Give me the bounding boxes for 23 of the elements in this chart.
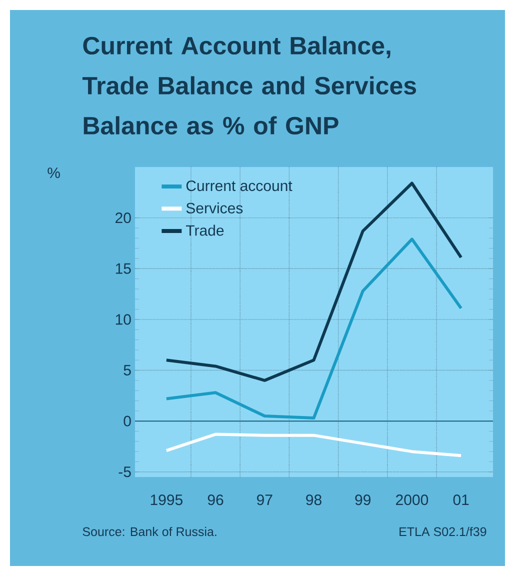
y-tick-label: 0 <box>124 416 131 426</box>
y-tick-label: -5 <box>118 466 131 478</box>
x-tick-label: 97 <box>257 494 272 506</box>
line-series <box>164 238 463 420</box>
x-tick-label: 1995 <box>150 494 182 506</box>
x-tick-label: 98 <box>306 494 322 506</box>
y-axis-title: % <box>48 168 60 178</box>
chart-title: Current Account Balance, Trade Balance and Services Balance as % of GNP <box>82 36 416 135</box>
y-tick-label: 20 <box>116 212 131 224</box>
text: ETLA S02.1/f39 <box>400 526 486 536</box>
x-tick-label: 99 <box>355 494 370 506</box>
legend-label: Current account <box>186 180 292 192</box>
source-note: Source: Bank of Russia. <box>82 526 216 536</box>
x-tick-label: 96 <box>208 494 224 506</box>
x-tick-label: 2000 <box>396 494 428 506</box>
y-tick-label: 15 <box>116 263 131 274</box>
y-tick-label: 10 <box>116 314 131 325</box>
y-tick-label: 5 <box>124 365 131 376</box>
legend-label: Trade <box>186 224 224 236</box>
legend-label: Services <box>186 202 243 214</box>
line-series <box>164 182 463 382</box>
x-tick-label: 01 <box>453 494 469 506</box>
line-series <box>164 432 463 458</box>
